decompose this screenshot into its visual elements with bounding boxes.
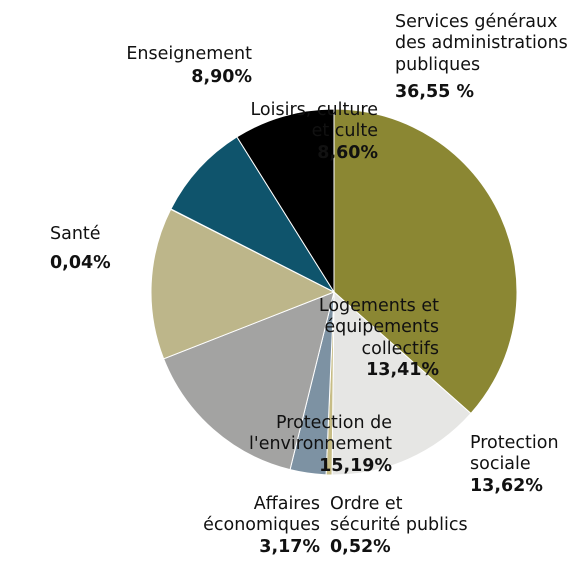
slice-label-name-line: Protection de bbox=[276, 413, 392, 433]
slice-label-name-line: publiques bbox=[395, 54, 481, 75]
slice-label-name-line: Services généraux bbox=[395, 12, 558, 32]
slice-label-name-line: Loisirs, culture bbox=[250, 100, 378, 120]
slice-value-label: 8,90% bbox=[191, 67, 252, 88]
slice-label-name-line: des administrations bbox=[395, 33, 568, 54]
pie-slice-1 bbox=[331, 290, 472, 476]
slice-label-name-line: sécurité publics bbox=[330, 515, 468, 536]
slice-label-name-line: Enseignement bbox=[126, 44, 252, 64]
pie-slice-4 bbox=[162, 291, 335, 471]
slice-label-2: Ordre et sécurité publics 0,52% bbox=[330, 494, 468, 558]
slice-value-label: 36,55 % bbox=[395, 82, 474, 103]
slice-label-name-line: Logements et bbox=[318, 296, 439, 316]
slice-label-name-line: Protection bbox=[470, 433, 559, 453]
slice-value-label: 15,19% bbox=[319, 455, 392, 476]
slice-label-5: Logements et équipements collectifs 13,41% bbox=[319, 296, 439, 381]
pie-slice-0 bbox=[333, 108, 518, 415]
slice-label-name-line: l'environnement bbox=[249, 434, 392, 455]
slice-label-4: Protection de l'environnement 15,19% bbox=[249, 413, 392, 477]
slice-value-label: 8,60% bbox=[317, 142, 378, 163]
slice-value-label: 13,41% bbox=[366, 360, 439, 381]
slice-label-name-line: collectifs bbox=[361, 338, 439, 359]
slice-label-name-line: sociale bbox=[470, 454, 531, 475]
slice-label-0: Services généraux des administrations publ… bbox=[395, 12, 568, 103]
pie-slice-5 bbox=[150, 208, 336, 360]
slice-label-name-line: économiques bbox=[203, 515, 320, 536]
slice-value-label: 13,62% bbox=[470, 475, 543, 496]
slice-label-8: Enseignement 8,90% bbox=[126, 44, 252, 89]
slice-label-name-line: Santé bbox=[50, 224, 101, 244]
slice-label-3: Affaires économiques 3,17% bbox=[203, 494, 320, 558]
slice-label-name-line: Ordre et bbox=[330, 494, 403, 514]
slice-label-6: Santé 0,04% bbox=[50, 224, 111, 275]
slice-label-name-line: équipements bbox=[324, 317, 439, 338]
slice-value-label: 0,04% bbox=[50, 253, 111, 274]
slice-label-name-line: et culte bbox=[311, 121, 378, 142]
slice-label-1: Protection sociale 13,62% bbox=[470, 433, 559, 497]
pie-slice-7 bbox=[170, 136, 336, 294]
slice-value-label: 3,17% bbox=[259, 536, 320, 557]
pie-slice-8 bbox=[236, 108, 335, 294]
slice-label-name-line: Affaires bbox=[253, 494, 320, 514]
slice-value-label: 0,52% bbox=[330, 536, 391, 557]
slice-label-7: Loisirs, culture et culte 8,60% bbox=[250, 100, 378, 164]
